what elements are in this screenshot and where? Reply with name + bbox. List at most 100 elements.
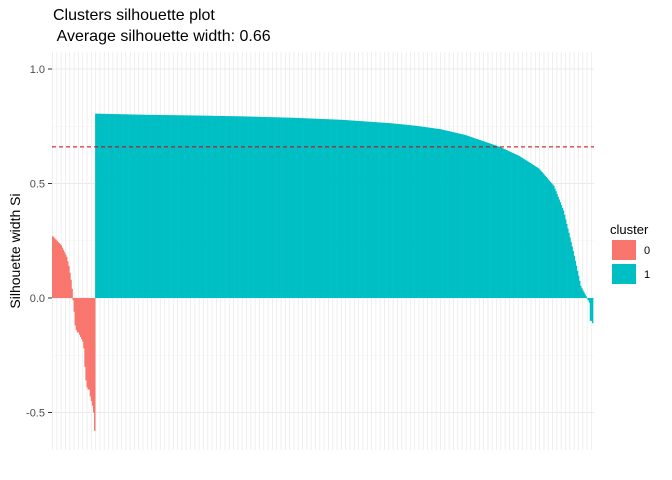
silhouette-bar-cluster-0 xyxy=(81,298,83,340)
silhouette-bar-cluster-1 xyxy=(522,158,525,298)
silhouette-bar-cluster-1 xyxy=(489,143,491,298)
silhouette-bar-cluster-1 xyxy=(358,121,360,298)
silhouette-bar-cluster-1 xyxy=(143,114,146,298)
silhouette-bar-cluster-1 xyxy=(193,115,195,298)
silhouette-bar-cluster-1 xyxy=(163,115,165,298)
silhouette-bar-cluster-1 xyxy=(404,124,406,299)
silhouette-bar-cluster-1 xyxy=(451,132,454,298)
silhouette-bar-cluster-1 xyxy=(372,121,374,298)
silhouette-bar-cluster-1 xyxy=(123,114,125,298)
silhouette-bar-cluster-1 xyxy=(186,115,189,298)
silhouette-bar-cluster-1 xyxy=(374,122,376,298)
silhouette-bar-cluster-1 xyxy=(532,164,535,298)
silhouette-bar-cluster-1 xyxy=(322,119,324,298)
silhouette-bar-cluster-1 xyxy=(252,116,254,298)
silhouette-bar-cluster-1 xyxy=(519,156,522,298)
silhouette-bar-cluster-1 xyxy=(445,130,447,298)
silhouette-bar-cluster-1 xyxy=(318,118,320,299)
silhouette-bar-cluster-0 xyxy=(77,298,80,333)
silhouette-bar-cluster-1 xyxy=(185,115,188,298)
silhouette-bar-cluster-1 xyxy=(377,122,379,298)
silhouette-bar-cluster-1 xyxy=(171,115,174,299)
silhouette-bar-cluster-1 xyxy=(109,113,111,298)
silhouette-bar-cluster-1 xyxy=(154,114,156,298)
silhouette-bar-cluster-1 xyxy=(237,116,239,298)
silhouette-bar-cluster-1 xyxy=(572,250,574,298)
silhouette-bar-cluster-1 xyxy=(265,117,267,298)
silhouette-bar-cluster-1 xyxy=(207,115,209,299)
silhouette-bar-cluster-1 xyxy=(543,174,545,298)
silhouette-bar-cluster-0 xyxy=(64,254,67,298)
silhouette-bar-cluster-1 xyxy=(297,118,300,298)
silhouette-bar-cluster-1 xyxy=(568,232,570,298)
silhouette-bar-cluster-1 xyxy=(164,115,166,298)
silhouette-bar-cluster-1 xyxy=(316,118,318,298)
silhouette-bar-cluster-1 xyxy=(408,125,411,298)
silhouette-bar-cluster-1 xyxy=(446,130,448,298)
silhouette-bar-cluster-1 xyxy=(359,121,361,298)
silhouette-bar-cluster-1 xyxy=(373,122,375,298)
chart-title: Clusters silhouette plot xyxy=(53,7,215,24)
silhouette-bar-cluster-1 xyxy=(513,153,515,298)
silhouette-bar-cluster-1 xyxy=(256,116,259,298)
silhouette-bar-cluster-1 xyxy=(558,199,560,298)
silhouette-bar-cluster-0 xyxy=(89,298,92,397)
silhouette-bar-cluster-1 xyxy=(586,298,588,299)
silhouette-bar-cluster-1 xyxy=(200,115,203,299)
silhouette-bar-cluster-1 xyxy=(310,118,313,298)
silhouette-bar-cluster-1 xyxy=(317,118,319,298)
silhouette-bar-cluster-1 xyxy=(262,116,264,298)
silhouette-bar-cluster-0 xyxy=(67,261,69,298)
silhouette-bar-cluster-1 xyxy=(505,150,508,298)
y-axis: -0.5 0.0 0.5 1.0 xyxy=(26,64,52,420)
silhouette-bar-cluster-1 xyxy=(455,132,457,298)
silhouette-bar-cluster-1 xyxy=(156,114,158,298)
silhouette-bar-cluster-1 xyxy=(510,152,512,298)
silhouette-bar-cluster-0 xyxy=(73,298,75,312)
silhouette-bar-cluster-1 xyxy=(382,122,385,298)
silhouette-bar-cluster-1 xyxy=(189,115,192,298)
silhouette-bar-cluster-1 xyxy=(391,123,393,298)
silhouette-bar-cluster-1 xyxy=(142,114,144,298)
silhouette-bar-cluster-1 xyxy=(284,117,287,298)
silhouette-bar-cluster-1 xyxy=(145,114,148,298)
silhouette-bar-cluster-1 xyxy=(282,117,285,298)
silhouette-bar-cluster-1 xyxy=(340,119,343,298)
silhouette-bar-cluster-1 xyxy=(528,162,530,298)
silhouette-bar-cluster-1 xyxy=(421,126,424,298)
silhouette-bar-cluster-1 xyxy=(258,116,261,298)
silhouette-bar-cluster-1 xyxy=(219,115,221,299)
silhouette-bar-cluster-1 xyxy=(576,270,579,298)
silhouette-bar-cluster-1 xyxy=(400,124,402,299)
silhouette-bar-cluster-1 xyxy=(308,118,310,299)
silhouette-bar-cluster-1 xyxy=(589,298,592,321)
silhouette-bar-cluster-1 xyxy=(452,132,455,298)
silhouette-bar-cluster-1 xyxy=(235,116,237,298)
silhouette-bar-cluster-0 xyxy=(56,240,58,298)
silhouette-bar-cluster-1 xyxy=(493,145,496,298)
silhouette-bar-cluster-1 xyxy=(249,116,251,298)
silhouette-bar-cluster-1 xyxy=(234,116,236,299)
silhouette-bar-cluster-1 xyxy=(150,114,152,298)
silhouette-bar-cluster-1 xyxy=(433,128,435,298)
silhouette-bar-cluster-1 xyxy=(130,114,133,298)
silhouette-bar-cluster-1 xyxy=(128,114,130,299)
silhouette-bar-cluster-1 xyxy=(170,115,172,298)
silhouette-bar-cluster-1 xyxy=(182,115,184,298)
silhouette-bar-cluster-1 xyxy=(300,118,303,299)
silhouette-bar-cluster-1 xyxy=(345,120,347,298)
silhouette-bar-cluster-1 xyxy=(104,113,107,298)
silhouette-bar-cluster-1 xyxy=(178,115,180,299)
silhouette-bar-cluster-1 xyxy=(211,115,213,298)
silhouette-bar-cluster-1 xyxy=(413,125,415,298)
silhouette-bar-cluster-1 xyxy=(364,121,366,298)
silhouette-bar-cluster-1 xyxy=(138,114,140,298)
silhouette-bar-cluster-1 xyxy=(574,260,577,298)
silhouette-bar-cluster-1 xyxy=(424,127,427,298)
silhouette-bar-cluster-1 xyxy=(562,210,565,298)
silhouette-bar-cluster-1 xyxy=(520,157,523,298)
silhouette-bar-cluster-1 xyxy=(552,184,554,298)
silhouette-bar-cluster-1 xyxy=(136,114,138,298)
silhouette-bar-cluster-1 xyxy=(102,113,105,298)
legend-swatch-1 xyxy=(612,264,636,284)
